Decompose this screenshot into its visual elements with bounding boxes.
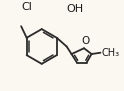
Text: OH: OH	[67, 4, 84, 14]
Text: CH₃: CH₃	[102, 48, 120, 58]
Text: O: O	[81, 36, 89, 46]
Text: Cl: Cl	[21, 2, 32, 12]
